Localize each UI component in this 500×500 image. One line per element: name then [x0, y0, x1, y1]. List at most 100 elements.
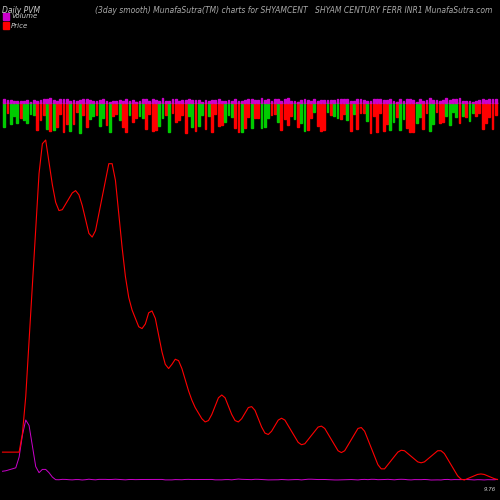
Bar: [307, 102, 308, 130]
Bar: [234, 100, 236, 102]
Bar: [448, 102, 450, 125]
Bar: [495, 102, 497, 115]
Bar: [274, 99, 276, 102]
Bar: [96, 101, 98, 102]
Bar: [62, 102, 64, 132]
Bar: [52, 100, 54, 102]
Bar: [370, 102, 372, 132]
Bar: [396, 102, 398, 117]
Bar: [33, 100, 35, 102]
Bar: [412, 102, 414, 132]
Bar: [30, 102, 32, 115]
Bar: [36, 102, 38, 130]
Bar: [40, 102, 42, 120]
Bar: [184, 100, 186, 102]
Bar: [366, 101, 368, 102]
Bar: [99, 100, 101, 102]
Bar: [294, 101, 296, 102]
Bar: [456, 102, 457, 117]
Bar: [314, 102, 316, 113]
Bar: [69, 101, 71, 102]
Bar: [66, 98, 68, 102]
Bar: [16, 101, 18, 102]
Bar: [112, 102, 114, 116]
Bar: [300, 102, 302, 122]
Bar: [360, 102, 362, 113]
Bar: [353, 100, 355, 102]
Bar: [66, 102, 68, 124]
Bar: [458, 102, 460, 123]
Bar: [250, 102, 252, 128]
Bar: [10, 100, 12, 102]
Bar: [26, 102, 28, 122]
Bar: [260, 102, 262, 128]
Bar: [128, 101, 130, 102]
Bar: [92, 100, 94, 102]
Bar: [145, 100, 147, 102]
Bar: [198, 102, 200, 126]
Bar: [155, 100, 157, 102]
Bar: [270, 102, 272, 116]
Bar: [192, 100, 193, 102]
Bar: [475, 101, 477, 102]
Bar: [175, 102, 176, 122]
Bar: [188, 102, 190, 117]
Bar: [478, 102, 480, 114]
Bar: [492, 100, 494, 102]
Bar: [52, 102, 54, 130]
Bar: [432, 100, 434, 102]
Bar: [182, 100, 184, 102]
Bar: [426, 100, 428, 102]
Bar: [429, 102, 431, 131]
Bar: [390, 99, 391, 102]
Bar: [50, 98, 51, 102]
Bar: [442, 102, 444, 122]
Bar: [20, 101, 22, 102]
Bar: [204, 100, 206, 102]
Bar: [148, 102, 150, 114]
Bar: [250, 100, 252, 102]
Bar: [304, 102, 306, 130]
Bar: [316, 102, 318, 126]
Bar: [224, 102, 226, 122]
Bar: [6, 102, 8, 113]
Bar: [280, 101, 282, 102]
Bar: [409, 99, 411, 102]
Bar: [102, 102, 104, 118]
Bar: [46, 102, 48, 129]
Bar: [287, 98, 289, 102]
Bar: [452, 102, 454, 112]
Bar: [402, 102, 404, 119]
Bar: [194, 102, 196, 131]
Bar: [465, 101, 467, 102]
Text: Volume: Volume: [11, 14, 37, 20]
Bar: [380, 99, 382, 102]
Bar: [406, 98, 407, 102]
Bar: [178, 102, 180, 120]
Bar: [422, 102, 424, 129]
Bar: [208, 102, 210, 117]
Bar: [350, 100, 352, 102]
Bar: [175, 100, 176, 102]
Bar: [82, 102, 84, 115]
Bar: [472, 102, 474, 113]
Bar: [192, 102, 193, 127]
Bar: [214, 100, 216, 102]
Bar: [346, 102, 348, 120]
Bar: [89, 100, 91, 102]
Bar: [336, 99, 338, 102]
Bar: [72, 102, 74, 124]
Bar: [221, 102, 223, 125]
Bar: [204, 102, 206, 129]
Bar: [36, 100, 38, 102]
Bar: [60, 98, 61, 102]
Bar: [382, 100, 384, 102]
Bar: [82, 100, 84, 102]
Bar: [218, 102, 220, 126]
Bar: [264, 102, 266, 126]
Bar: [356, 99, 358, 102]
Bar: [300, 100, 302, 102]
Bar: [482, 102, 484, 129]
Bar: [475, 102, 477, 117]
Bar: [340, 102, 342, 118]
